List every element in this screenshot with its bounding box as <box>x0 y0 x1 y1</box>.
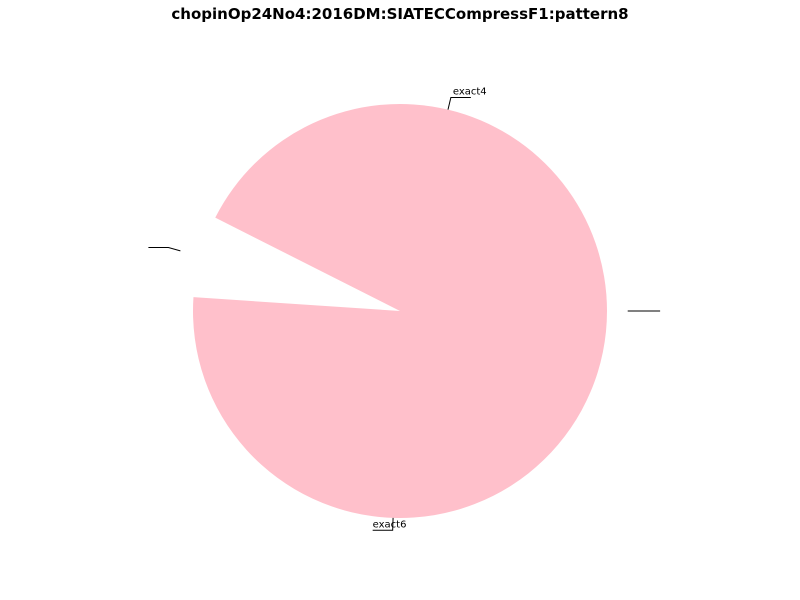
pie-labels: exact4 exact6 <box>148 87 661 531</box>
leader-line <box>447 97 471 110</box>
leader-line <box>372 517 394 531</box>
pie-slice-exact6 <box>192 297 607 519</box>
slice-label: exact4 <box>453 87 487 98</box>
leader-line <box>148 247 181 252</box>
pie-slice-exact4 <box>215 104 607 311</box>
slice-label: exact6 <box>373 519 407 530</box>
chart-title: chopinOp24No4:2016DM:SIATECCompressF1:pa… <box>171 5 628 23</box>
pie-slices <box>192 104 607 519</box>
